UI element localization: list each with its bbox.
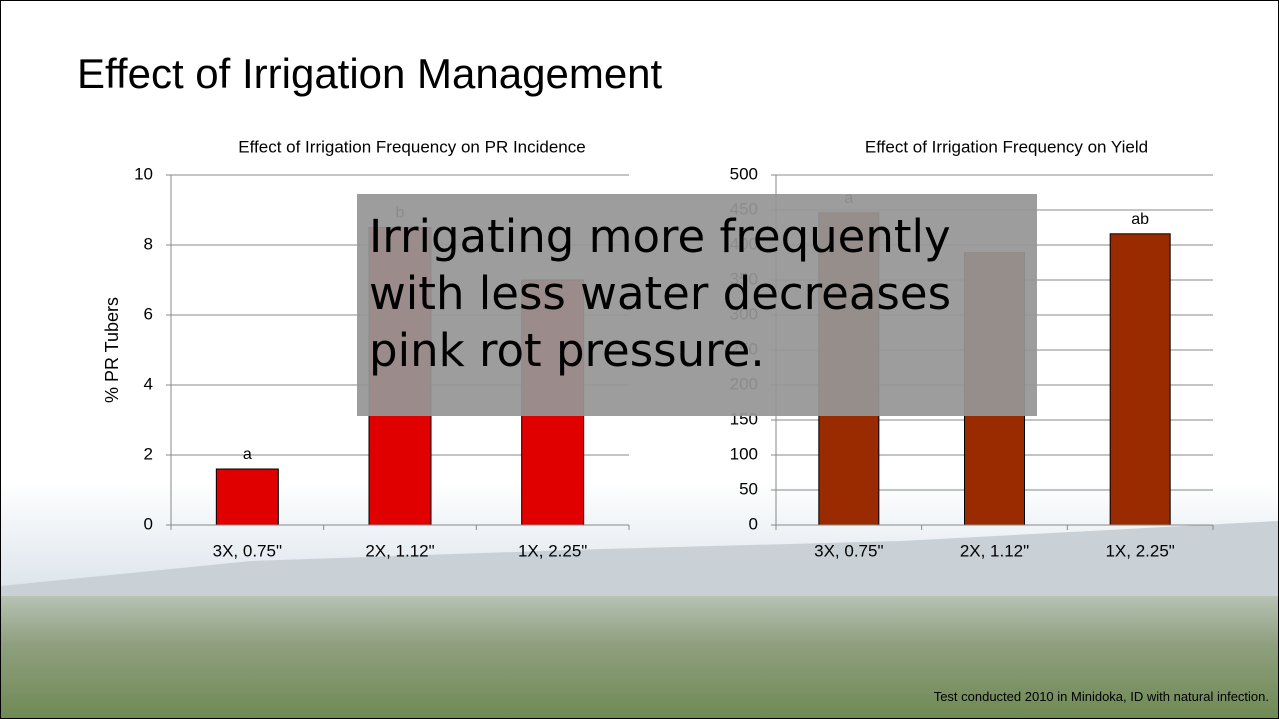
- y-tick-label: 0: [144, 514, 153, 533]
- x-tick-label: 2X, 1.12": [365, 541, 434, 560]
- value-label: a: [243, 446, 252, 463]
- y-tick-label: 8: [144, 234, 153, 253]
- y-tick-label: 100: [730, 444, 758, 463]
- bar: [216, 469, 278, 525]
- y-tick-label: 50: [739, 479, 758, 498]
- slide: Effect of Irrigation Management Effect o…: [0, 0, 1279, 719]
- value-label: ab: [1131, 211, 1149, 228]
- x-tick-label: 1X, 2.25": [1105, 541, 1174, 560]
- x-tick-label: 3X, 0.75": [213, 541, 282, 560]
- y-tick-label: 500: [730, 164, 758, 183]
- chart-title: Effect of Irrigation Frequency on Yield: [865, 137, 1148, 156]
- bar: [1110, 234, 1170, 525]
- x-tick-label: 1X, 2.25": [518, 541, 587, 560]
- y-tick-label: 0: [749, 514, 758, 533]
- y-tick-label: 2: [144, 444, 153, 463]
- footnote: Test conducted 2010 in Minidoka, ID with…: [934, 689, 1269, 704]
- slide-title: Effect of Irrigation Management: [77, 50, 663, 97]
- overlay-text: Irrigating more frequently with less wat…: [357, 194, 1037, 416]
- y-tick-label: 10: [134, 164, 153, 183]
- y-axis-label: % PR Tubers: [102, 297, 122, 403]
- y-tick-label: 4: [144, 374, 153, 393]
- chart-title: Effect of Irrigation Frequency on PR Inc…: [238, 137, 585, 156]
- x-tick-label: 2X, 1.12": [960, 541, 1029, 560]
- x-tick-label: 3X, 0.75": [814, 541, 883, 560]
- y-tick-label: 6: [144, 304, 153, 323]
